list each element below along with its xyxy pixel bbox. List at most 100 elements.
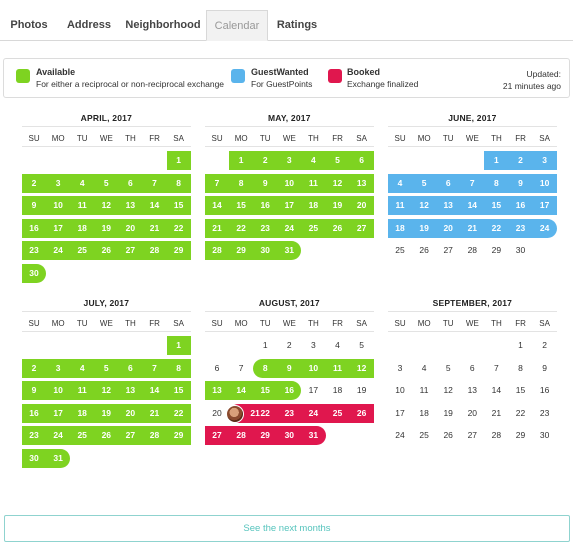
calendar-day[interactable]: 28 xyxy=(149,430,160,441)
calendar-day[interactable]: 14 xyxy=(491,385,502,396)
calendar-day[interactable]: 27 xyxy=(467,430,478,441)
tab-calendar[interactable]: Calendar xyxy=(206,10,268,41)
calendar-day[interactable]: 2 xyxy=(262,155,268,165)
calendar-day[interactable]: 25 xyxy=(419,430,429,441)
calendar-day[interactable]: 27 xyxy=(125,245,136,256)
calendar-day[interactable]: 27 xyxy=(356,222,367,233)
calendar-day[interactable]: 12 xyxy=(356,362,367,373)
calendar-day[interactable]: 23 xyxy=(284,407,295,418)
calendar-day[interactable]: 17 xyxy=(284,200,295,211)
calendar-day[interactable]: 6 xyxy=(128,177,133,188)
calendar-day[interactable]: 28 xyxy=(212,245,222,256)
calendar-day[interactable]: 4 xyxy=(335,340,340,350)
calendar-day[interactable]: 14 xyxy=(149,200,160,211)
calendar-day[interactable]: 26 xyxy=(419,245,429,256)
calendar-day[interactable]: 9 xyxy=(518,177,523,188)
calendar-day[interactable]: 5 xyxy=(103,177,109,188)
calendar-day[interactable]: 7 xyxy=(152,177,157,188)
calendar-day[interactable]: 13 xyxy=(125,200,136,211)
calendar-day[interactable]: 5 xyxy=(445,362,451,373)
calendar-day[interactable]: 14 xyxy=(149,385,160,396)
calendar-day[interactable]: 30 xyxy=(29,268,39,278)
calendar-day[interactable]: 21 xyxy=(467,222,478,233)
calendar-day[interactable]: 18 xyxy=(77,222,87,233)
calendar-day[interactable]: 15 xyxy=(173,200,184,211)
calendar-day[interactable]: 1 xyxy=(494,155,499,165)
calendar-day[interactable]: 23 xyxy=(29,245,39,256)
calendar-day[interactable]: 18 xyxy=(308,200,319,211)
calendar-day[interactable]: 28 xyxy=(236,430,246,441)
calendar-day[interactable]: 10 xyxy=(539,177,550,188)
calendar-day[interactable]: 8 xyxy=(176,362,181,373)
calendar-day[interactable]: 12 xyxy=(101,200,112,211)
tab-neighborhood[interactable]: Neighborhood xyxy=(125,19,201,31)
calendar-day[interactable]: 10 xyxy=(53,200,63,211)
calendar-day[interactable]: 12 xyxy=(443,385,453,396)
calendar-day[interactable]: 3 xyxy=(311,340,316,350)
calendar-day[interactable]: 4 xyxy=(421,362,427,373)
see-next-months-button[interactable]: See the next months xyxy=(4,515,570,542)
calendar-day[interactable]: 5 xyxy=(421,177,427,188)
calendar-day[interactable]: 22 xyxy=(491,222,502,233)
calendar-day[interactable]: 2 xyxy=(31,177,37,188)
calendar-day[interactable]: 15 xyxy=(260,385,270,396)
calendar-day[interactable]: 6 xyxy=(445,177,451,188)
calendar-day[interactable]: 1 xyxy=(262,340,268,350)
calendar-day[interactable]: 30 xyxy=(260,245,270,256)
calendar-day[interactable]: 20 xyxy=(125,222,136,233)
calendar-day[interactable]: 1 xyxy=(238,155,244,165)
calendar-day[interactable]: 29 xyxy=(173,430,184,441)
calendar-day[interactable]: 6 xyxy=(128,362,133,373)
calendar-day[interactable]: 22 xyxy=(515,407,526,418)
calendar-day[interactable]: 17 xyxy=(53,222,63,233)
calendar-day[interactable]: 18 xyxy=(395,222,405,233)
calendar-day[interactable]: 18 xyxy=(419,407,429,418)
calendar-day[interactable]: 2 xyxy=(286,340,292,350)
calendar-day[interactable]: 4 xyxy=(397,177,403,188)
calendar-day[interactable]: 9 xyxy=(31,200,37,211)
calendar-day[interactable]: 26 xyxy=(332,222,343,233)
calendar-day[interactable]: 8 xyxy=(518,362,523,373)
calendar-day[interactable]: 25 xyxy=(395,245,405,256)
tab-ratings[interactable]: Ratings xyxy=(276,19,318,31)
calendar-day[interactable]: 15 xyxy=(236,200,246,211)
calendar-day[interactable]: 12 xyxy=(101,385,112,396)
calendar-day[interactable]: 30 xyxy=(515,245,526,256)
calendar-day[interactable]: 6 xyxy=(214,362,220,373)
calendar-day[interactable]: 24 xyxy=(395,430,405,441)
calendar-day[interactable]: 19 xyxy=(356,385,367,396)
calendar-day[interactable]: 21 xyxy=(149,407,160,418)
calendar-day[interactable]: 8 xyxy=(262,362,268,373)
calendar-day[interactable]: 20 xyxy=(356,200,367,211)
calendar-day[interactable]: 4 xyxy=(311,155,316,165)
calendar-day[interactable]: 9 xyxy=(286,362,292,373)
calendar-day[interactable]: 7 xyxy=(152,362,157,373)
calendar-day[interactable]: 23 xyxy=(260,222,270,233)
calendar-day[interactable]: 3 xyxy=(55,362,61,373)
calendar-day[interactable]: 9 xyxy=(262,177,268,188)
calendar-day[interactable]: 21 xyxy=(491,407,502,418)
calendar-day[interactable]: 25 xyxy=(77,245,87,256)
calendar-day[interactable]: 3 xyxy=(55,177,61,188)
calendar-day[interactable]: 10 xyxy=(308,362,319,373)
calendar-day[interactable]: 28 xyxy=(467,245,478,256)
calendar-day[interactable]: 19 xyxy=(101,222,112,233)
calendar-day[interactable]: 7 xyxy=(238,362,244,373)
calendar-day[interactable]: 23 xyxy=(29,430,39,441)
calendar-day[interactable]: 11 xyxy=(308,177,318,188)
calendar-day[interactable]: 17 xyxy=(539,200,550,211)
calendar-day[interactable]: 19 xyxy=(332,200,343,211)
calendar-day[interactable]: 30 xyxy=(284,430,295,441)
calendar-day[interactable]: 27 xyxy=(443,245,453,256)
calendar-day[interactable]: 6 xyxy=(359,155,364,165)
calendar-day[interactable]: 16 xyxy=(260,200,270,211)
calendar-day[interactable]: 20 xyxy=(212,407,222,418)
calendar-day[interactable]: 20 xyxy=(443,222,453,233)
calendar-day[interactable]: 1 xyxy=(518,340,523,350)
calendar-day[interactable]: 30 xyxy=(539,430,550,441)
calendar-day[interactable]: 29 xyxy=(236,245,246,256)
calendar-day[interactable]: 22 xyxy=(260,407,270,418)
calendar-day[interactable]: 27 xyxy=(212,430,222,441)
calendar-day[interactable]: 5 xyxy=(359,340,364,350)
calendar-day[interactable]: 11 xyxy=(77,200,87,211)
